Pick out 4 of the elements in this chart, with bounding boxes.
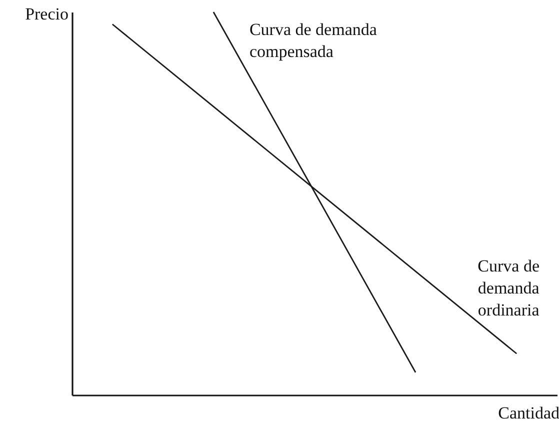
x-axis-title: Cantidad (498, 404, 559, 422)
series-label: Curva de demanda compensada (249, 20, 378, 61)
y-axis-title: Precio (25, 4, 68, 24)
series-label: Curva de demanda ordinaria (478, 256, 540, 320)
